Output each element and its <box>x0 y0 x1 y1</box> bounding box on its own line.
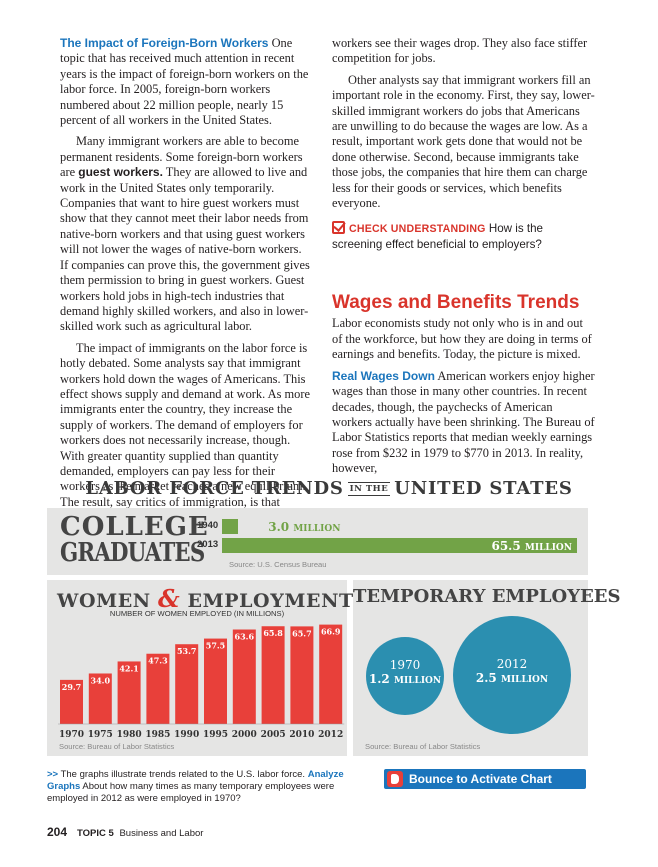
bubble-year: 2012 <box>496 657 528 671</box>
women-value-label: 66.9 <box>321 627 341 637</box>
women-year-label: 1985 <box>145 730 170 740</box>
bubble-value: 2.5 MILLION <box>453 671 571 685</box>
paragraph-foreign-born-impact: The Impact of Foreign-Born Workers One t… <box>60 36 312 128</box>
women-year-label: 1990 <box>174 730 199 740</box>
college-year-label: 1940 <box>197 520 219 531</box>
paragraph-text: One topic that has received much attenti… <box>60 36 309 128</box>
women-bar-2012 <box>319 624 343 724</box>
college-bar-1940 <box>222 519 239 534</box>
women-source: Source: Bureau of Labor Statistics <box>59 742 175 751</box>
left-column: The Impact of Foreign-Born Workers One t… <box>60 36 312 526</box>
women-title-left: WOMEN <box>57 590 151 612</box>
women-bar-1995 <box>204 638 227 724</box>
women-employment-subtitle: NUMBER OF WOMEN EMPLOYED (IN MILLIONS) <box>109 609 285 618</box>
women-year-label: 2000 <box>232 730 257 740</box>
paragraph-text: Many immigrant workers are able to becom… <box>60 134 303 180</box>
women-value-label: 53.7 <box>177 646 196 656</box>
temp-source: Source: Bureau of Labor Statistics <box>365 742 481 751</box>
college-year-label: 2013 <box>197 539 219 550</box>
temporary-employees-panel: TEMPORARY EMPLOYEES 1970 1.2 MILLION 201… <box>353 580 621 756</box>
college-source: Source: U.S. Census Bureau <box>229 560 327 569</box>
women-year-label: 2010 <box>289 730 314 740</box>
women-bar-1985 <box>146 653 170 724</box>
key-term-guest-workers: guest workers. <box>78 165 163 180</box>
paragraph-other-analysts: Other analysts say that immigrant worker… <box>332 72 595 211</box>
women-bar-2010 <box>290 626 314 724</box>
caption-text: The graphs illustrate trends related to … <box>58 769 308 780</box>
women-title-ampersand: & <box>158 584 181 613</box>
footer-topic-title: Business and Labor <box>119 828 204 839</box>
women-value-label: 63.6 <box>235 632 255 642</box>
page-footer: 204 TOPIC 5 Business and Labor <box>47 825 203 839</box>
checkbox-icon <box>332 221 345 235</box>
women-value-label: 34.0 <box>91 675 111 685</box>
analyze-graphs-label: Analyze Graphs <box>47 769 344 792</box>
bounce-app-icon <box>387 771 403 787</box>
women-value-label: 65.7 <box>292 628 311 638</box>
caption-question: About how many times as many temporary e… <box>47 781 335 804</box>
paragraph-real-wages: Real Wages Down American workers enjoy h… <box>332 369 595 477</box>
infographic-title: LABOR FORCE TRENDS IN THE UNITED STATES <box>50 478 608 499</box>
runin-heading-foreign-born: The Impact of Foreign-Born Workers <box>60 36 269 50</box>
women-year-label: 2012 <box>318 730 343 740</box>
infographic-title-right: UNITED STATES <box>394 478 573 499</box>
women-bar-2005 <box>261 626 285 724</box>
bubble-number: 1.2 <box>368 672 390 686</box>
college-title-line1: COLLEGE <box>60 512 209 542</box>
bubble-unit: MILLION <box>393 676 442 686</box>
women-value-label: 47.3 <box>148 656 168 666</box>
paragraph-text: They are allowed to live and work in the… <box>60 165 310 334</box>
college-value-label-2013: 65.5 MILLION <box>491 539 572 553</box>
women-employment-title: WOMEN & EMPLOYMENT <box>57 584 354 613</box>
paragraph-wage-competition: workers see their wages drop. They also … <box>332 36 588 66</box>
bounce-button-label: Bounce to Activate Chart <box>409 772 552 786</box>
women-employment-panel: WOMEN & EMPLOYMENT NUMBER OF WOMEN EMPLO… <box>47 580 353 756</box>
bubble-1970: 1970 1.2 MILLION <box>366 637 444 715</box>
women-year-label: 2005 <box>261 730 286 740</box>
women-year-label: 1980 <box>117 730 142 740</box>
women-year-label: 1975 <box>88 730 113 740</box>
women-value-label: 65.8 <box>263 628 283 638</box>
women-title-right: EMPLOYMENT <box>187 590 354 612</box>
bounce-activate-chart-button[interactable]: Bounce to Activate Chart <box>384 769 586 789</box>
women-bar-1980 <box>117 661 141 724</box>
paragraph-section-intro: Labor economists study not only who is i… <box>332 316 592 362</box>
check-understanding-question: How is the screening effect beneficial t… <box>332 222 543 252</box>
women-bar-1970 <box>60 679 83 724</box>
temporary-employees-title: TEMPORARY EMPLOYEES <box>353 586 621 607</box>
footer-topic: TOPIC 5 <box>77 828 114 839</box>
infographic-caption: >> The graphs illustrate trends related … <box>47 769 367 805</box>
college-title-line2: GRADUATES <box>60 538 205 568</box>
college-value-label-1940: 3.0 MILLION <box>268 520 341 534</box>
bubble-value: 1.2 MILLION <box>366 672 444 686</box>
infographic-title-left: LABOR FORCE TRENDS <box>85 478 344 499</box>
check-understanding: CHECK UNDERSTANDING How is the screening… <box>332 221 595 252</box>
college-graduates-panel: COLLEGE GRADUATES 1940 3.0 MILLION 2013 65.… <box>47 508 588 575</box>
page-number: 204 <box>47 825 68 839</box>
women-value-label: 42.1 <box>119 663 138 673</box>
paragraph-text: American workers enjoy higher wages than… <box>332 368 595 476</box>
women-bar-1975 <box>88 673 112 724</box>
paragraph-guest-workers: Many immigrant workers are able to becom… <box>60 134 312 334</box>
check-understanding-label: CHECK UNDERSTANDING <box>349 223 486 236</box>
women-value-label: 57.5 <box>206 641 225 651</box>
women-value-label: 29.7 <box>62 682 81 692</box>
women-bar-1990 <box>175 644 199 724</box>
infographic-title-mid: IN THE <box>347 482 391 496</box>
bubble-unit: MILLION <box>500 675 549 685</box>
bubble-year: 1970 <box>389 658 421 672</box>
runin-heading-real-wages: Real Wages Down <box>332 368 435 383</box>
right-column: workers see their wages drop. They also … <box>332 36 595 477</box>
bubble-2012: 2012 2.5 MILLION <box>453 616 571 734</box>
bubble-number: 2.5 <box>475 671 497 685</box>
women-year-label: 1995 <box>203 730 228 740</box>
women-year-label: 1970 <box>59 730 84 740</box>
women-employment-bar-chart: 29.7 1970 34.0 1975 42.1 1980 47.3 1985 53.7 1990… <box>58 624 345 740</box>
college-bar-2013 <box>222 538 577 553</box>
women-bar-2000 <box>232 629 256 724</box>
section-heading-wages-benefits: Wages and Benefits Trends <box>332 292 580 314</box>
paragraph-immigration-debate: The impact of immigrants on the labor fo… <box>60 340 310 524</box>
caption-arrows: >> <box>47 769 59 780</box>
